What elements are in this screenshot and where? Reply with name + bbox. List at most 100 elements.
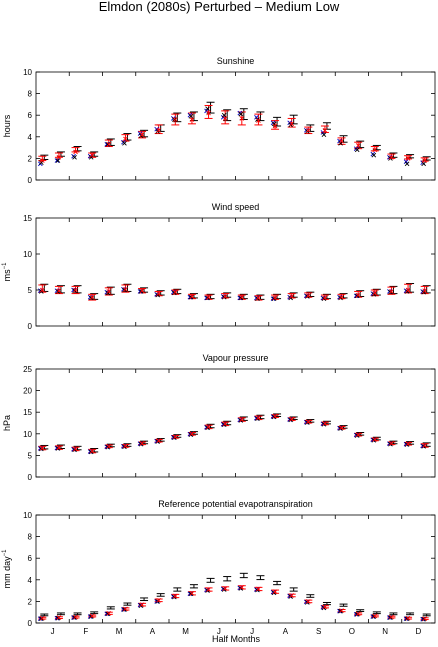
- data-point-cross: [139, 288, 145, 294]
- cross-stroke: [405, 441, 411, 447]
- y-tick-label: 2: [28, 597, 33, 606]
- error-bar: [140, 597, 149, 602]
- cross-stroke: [339, 138, 344, 144]
- data-point-cross: [256, 295, 261, 301]
- cross-stroke: [305, 128, 311, 133]
- cross-stroke: [254, 115, 259, 120]
- data-point-cross: [156, 438, 162, 444]
- y-tick-label: 20: [23, 387, 32, 396]
- y-tick-label: 0: [28, 619, 33, 628]
- series-black-cross: [38, 106, 427, 167]
- y-tick-label: 0: [28, 473, 33, 482]
- cross-stroke: [188, 113, 194, 119]
- cross-stroke: [56, 445, 62, 450]
- cross-stroke: [272, 123, 278, 129]
- data-point-cross: [239, 294, 245, 300]
- cross-stroke: [322, 295, 328, 301]
- chart-panel-2: Wind speed 0 5 10 15 ms−1: [2, 202, 436, 331]
- cross-stroke: [139, 602, 145, 607]
- data-point-cross: [422, 616, 428, 621]
- cross-stroke: [339, 425, 344, 431]
- x-tick-label: S: [316, 627, 321, 636]
- data-point-cross: [422, 443, 428, 448]
- cross-stroke: [189, 431, 195, 437]
- error-bar: [221, 110, 230, 125]
- error-bar: [73, 612, 82, 616]
- cross-stroke: [422, 288, 428, 294]
- error-bar: [389, 612, 398, 616]
- data-point-cross: [171, 117, 177, 122]
- series-blue-cross: [37, 414, 426, 454]
- data-point-cross: [89, 613, 95, 619]
- cross-stroke: [422, 443, 428, 448]
- data-point-cross: [322, 128, 328, 133]
- data-point-cross: [372, 437, 378, 442]
- cross-stroke: [372, 437, 378, 442]
- cross-stroke: [305, 293, 311, 299]
- cross-stroke: [123, 136, 128, 142]
- y-tick-label: 15: [23, 214, 32, 223]
- cross-stroke: [123, 443, 128, 449]
- data-point-cross: [172, 593, 178, 599]
- cross-stroke: [322, 128, 328, 133]
- axes-frame: [35, 71, 436, 181]
- cross-stroke: [305, 599, 311, 604]
- series-red-cross: [39, 110, 428, 163]
- error-bar: [40, 613, 49, 617]
- series-black-errorbar: [40, 283, 431, 300]
- cross-stroke: [271, 121, 277, 127]
- data-point-cross: [422, 288, 428, 294]
- cross-stroke: [222, 421, 228, 427]
- y-tick-label: 5: [28, 451, 33, 460]
- cross-stroke: [256, 415, 261, 421]
- panel-title: Reference potential evapotranspiration: [158, 499, 313, 509]
- data-point-cross: [222, 421, 228, 427]
- data-point-cross: [404, 161, 410, 167]
- data-point-cross: [123, 286, 128, 292]
- data-point-cross: [339, 425, 344, 431]
- panel-title: Wind speed: [212, 202, 260, 212]
- error-bar: [356, 609, 365, 612]
- x-tick-label: A: [150, 627, 156, 636]
- data-point-cross: [56, 615, 62, 620]
- data-point-cross: [222, 586, 228, 591]
- cross-stroke: [355, 292, 361, 298]
- data-point-cross: [256, 118, 261, 123]
- series-black-errorbar: [40, 413, 431, 453]
- data-point-cross: [172, 434, 178, 440]
- data-point-cross: [106, 610, 112, 616]
- cross-stroke: [105, 142, 111, 147]
- chart-panel-3: Vapour pressure 0 5 10 15 20 25 hPa: [2, 353, 436, 482]
- data-point-cross: [156, 598, 162, 603]
- error-bar: [306, 124, 315, 132]
- cross-stroke: [39, 615, 45, 621]
- x-axis-label: Half Months: [212, 634, 261, 644]
- cross-stroke: [287, 120, 293, 126]
- data-point-cross: [139, 132, 145, 137]
- data-point-cross: [222, 294, 228, 299]
- cross-stroke: [172, 593, 178, 599]
- cross-stroke: [372, 613, 378, 619]
- cross-stroke: [256, 118, 261, 123]
- data-point-cross: [189, 590, 195, 596]
- error-bar: [339, 603, 348, 607]
- axes-frame: [35, 217, 436, 327]
- series-black-cross: [38, 586, 427, 622]
- y-tick-label: 10: [23, 430, 32, 439]
- panel-title: Sunshine: [217, 56, 255, 66]
- data-point-cross: [372, 613, 378, 619]
- data-point-cross: [123, 443, 128, 449]
- data-point-cross: [139, 440, 145, 446]
- cross-stroke: [206, 110, 211, 116]
- error-bar: [239, 572, 248, 579]
- data-point-cross: [422, 158, 428, 163]
- data-point-cross: [272, 413, 278, 419]
- error-bar: [223, 576, 232, 582]
- data-point-cross: [405, 615, 411, 621]
- data-point-cross: [89, 294, 95, 300]
- cross-stroke: [372, 147, 378, 153]
- y-tick-label: 8: [28, 90, 33, 99]
- x-tick-label: M: [182, 627, 189, 636]
- data-point-cross: [172, 117, 178, 122]
- error-bar: [256, 575, 265, 581]
